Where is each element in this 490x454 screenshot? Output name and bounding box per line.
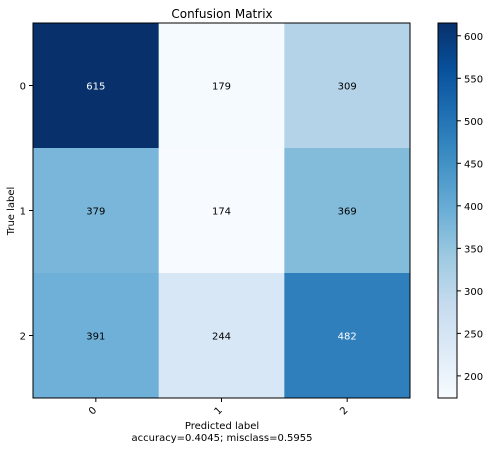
colorbar-tick-label: 450 — [464, 159, 483, 170]
y-tick-label: 2 — [20, 332, 26, 343]
cell-value-label: 309 — [338, 82, 357, 93]
heatmap-cell-r0-c2 — [284, 23, 411, 149]
y-tick-label: 0 — [20, 82, 26, 93]
heatmap-cell-r1-c1 — [158, 148, 285, 274]
x-tick-label: 2 — [338, 405, 350, 417]
colorbar-tick-label: 350 — [464, 244, 483, 255]
heatmap-cell-r1-c2 — [284, 148, 411, 274]
y-axis-label: True label — [6, 187, 17, 237]
heatmap-cell-r1-c0 — [33, 148, 160, 274]
cell-value-labels: 615 179 309 379 174 369 391 244 482 — [86, 82, 356, 343]
colorbar-tick-label: 300 — [464, 287, 483, 298]
cell-value-label: 174 — [212, 207, 231, 218]
x-axis-ticks: 0 1 2 — [87, 398, 351, 417]
accuracy-summary: accuracy=0.4045; misclass=0.5955 — [132, 433, 313, 444]
chart-title: Confusion Matrix — [171, 7, 272, 21]
colorbar-tick-label: 200 — [464, 372, 483, 383]
colorbar-tick-label: 400 — [464, 202, 483, 213]
colorbar-tick-label: 250 — [464, 329, 483, 340]
cell-value-label: 391 — [86, 332, 105, 343]
x-tick-label: 1 — [213, 405, 225, 417]
y-tick-label: 1 — [20, 207, 26, 218]
cell-value-label: 615 — [86, 82, 105, 93]
cell-value-label: 482 — [338, 332, 357, 343]
y-axis-ticks: 0 1 2 — [20, 82, 33, 343]
cell-value-label: 369 — [338, 207, 357, 218]
cell-value-label: 179 — [212, 82, 231, 93]
colorbar-tick-label: 600 — [464, 32, 483, 43]
colorbar — [437, 22, 458, 399]
heatmap-cell-r0-c1 — [158, 23, 285, 149]
cell-value-label: 379 — [86, 207, 105, 218]
heatmap-cells — [33, 23, 411, 399]
colorbar-tick-label: 500 — [464, 117, 483, 128]
x-tick-label: 0 — [87, 405, 99, 417]
heatmap-cell-r0-c0 — [33, 23, 160, 149]
heatmap-cell-r2-c1 — [158, 273, 285, 399]
heatmap-cell-r2-c0 — [33, 273, 160, 399]
colorbar-tick-label: 550 — [464, 74, 483, 85]
colorbar-ticks: 200 250 300 350 400 450 500 550 600 — [457, 32, 483, 383]
heatmap-cell-r2-c2 — [284, 273, 411, 399]
cell-value-label: 244 — [212, 332, 231, 343]
x-axis-label: Predicted label — [185, 421, 259, 432]
